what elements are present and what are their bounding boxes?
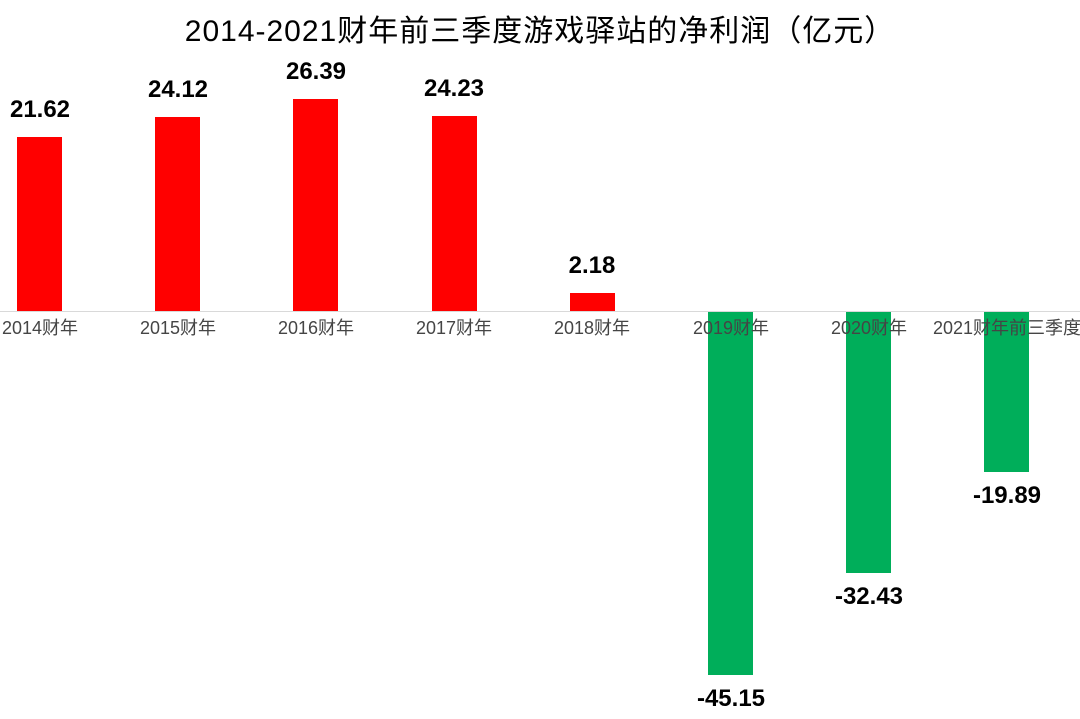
bar [846,312,891,573]
x-axis-label: 2019财年 [692,318,770,338]
x-axis-label: 2018财年 [553,318,631,338]
x-axis-label: 2015财年 [139,318,217,338]
bar [570,293,615,311]
bar [432,116,477,311]
bar-value-label: 24.23 [423,75,485,102]
bar-value-label: -32.43 [834,583,904,610]
x-axis-label: 2017财年 [415,318,493,338]
bar-value-label: 26.39 [285,58,347,85]
bar [293,99,338,311]
bar-value-label: 2.18 [568,252,616,279]
bar [708,312,753,675]
bar-value-label: -19.89 [972,482,1042,509]
bar-value-label: 24.12 [147,76,209,103]
x-axis-label: 2014财年 [1,318,79,338]
bar-value-label: 21.62 [9,96,71,123]
bar [155,117,200,311]
x-axis-label: 2020财年 [830,318,908,338]
bar-value-label: -45.15 [696,685,766,712]
chart-title: 2014-2021财年前三季度游戏驿站的净利润（亿元） [184,15,896,48]
x-axis-label: 2021财年前三季度 [932,318,1080,338]
x-axis-line [0,311,1080,312]
bar [984,312,1029,472]
x-axis-label: 2016财年 [277,318,355,338]
bar [17,137,62,311]
